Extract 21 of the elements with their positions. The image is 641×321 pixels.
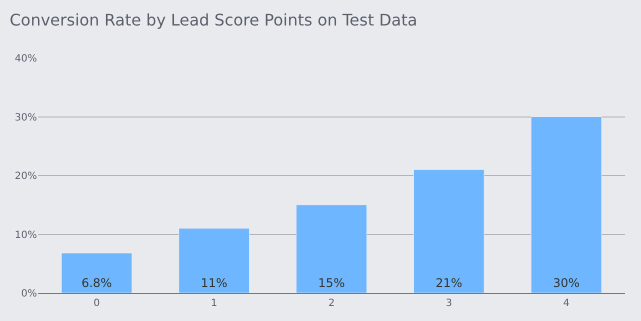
x-tick-label: 3: [446, 298, 452, 309]
data-label: 15%: [318, 276, 345, 290]
y-tick-label: 30%: [14, 112, 37, 124]
chart-title: Conversion Rate by Lead Score Points on Test Data: [10, 10, 418, 30]
bar: [61, 252, 132, 293]
data-label: 21%: [436, 276, 462, 290]
data-label: 11%: [200, 276, 228, 290]
y-tick-label: 40%: [14, 54, 37, 64]
bar: [296, 204, 367, 293]
bar: [413, 169, 484, 293]
y-tick-label: 20%: [14, 171, 37, 182]
x-tick-label: 4: [563, 298, 570, 309]
x-tick-label: 2: [328, 298, 335, 309]
x-tick-label: 0: [94, 298, 100, 309]
data-label: 30%: [552, 276, 580, 290]
y-tick-label: 10%: [14, 230, 37, 241]
x-tick-label: 1: [210, 298, 218, 309]
data-label: 6.8%: [81, 276, 112, 290]
bar: [178, 228, 250, 293]
bar: [530, 116, 602, 293]
y-tick-label: 0%: [21, 288, 37, 300]
